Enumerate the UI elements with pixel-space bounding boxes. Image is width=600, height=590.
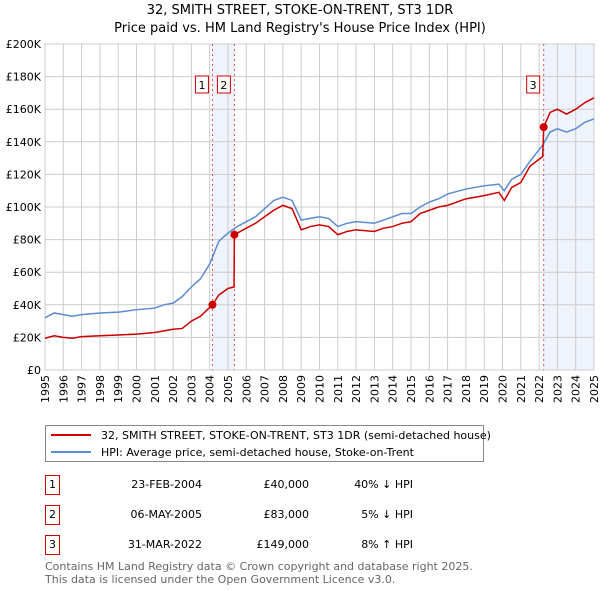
- x-tick-label: 1999: [112, 375, 125, 403]
- y-tick-label: £60K: [13, 266, 42, 279]
- y-tick-label: £180K: [6, 71, 42, 84]
- x-tick-label: 2016: [423, 375, 436, 403]
- x-tick-label: 2009: [295, 375, 308, 403]
- x-tick-label: 2003: [185, 375, 198, 403]
- x-tick-label: 2008: [277, 375, 290, 403]
- sale-marker: 3: [45, 535, 60, 555]
- x-tick-label: 2025: [588, 375, 600, 403]
- x-tick-label: 2015: [405, 375, 418, 403]
- hpi-line: [44, 118, 595, 319]
- legend-blue-line: [51, 451, 91, 453]
- legend: 32, SMITH STREET, STOKE-ON-TRENT, ST3 1D…: [45, 425, 491, 462]
- chart-subtitle: Price paid vs. HM Land Registry's House …: [114, 21, 486, 36]
- sale-hpi-diff: 8% ↑ HPI: [361, 538, 413, 551]
- table-row: 2 06-MAY-2005 £83,000 5% ↓ HPI: [45, 505, 445, 525]
- x-tick-label: 1998: [94, 375, 107, 403]
- y-tick-label: £80K: [13, 234, 42, 247]
- x-tick-label: 2021: [515, 375, 528, 403]
- sale-point: [208, 300, 217, 309]
- footer-line: This data is licensed under the Open Gov…: [45, 573, 396, 586]
- sale-date: 06-MAY-2005: [130, 508, 202, 521]
- sale-label-box: [216, 75, 231, 94]
- sale-hpi-diff: 40% ↓ HPI: [354, 478, 413, 491]
- x-tick-label: 2017: [442, 375, 455, 403]
- x-tick-label: 2005: [222, 375, 235, 403]
- y-tick-label: £100K: [6, 201, 42, 214]
- y-tick-label: £120K: [6, 168, 42, 181]
- x-tick-label: 1995: [39, 375, 52, 403]
- sale-marker: 2: [45, 505, 60, 525]
- price-chart: 1995 1996 1997 1998 1999 2000 2001 2002 2003 2004…: [6, 38, 600, 403]
- legend-label: 32, SMITH STREET, STOKE-ON-TRENT, ST3 1D…: [101, 428, 491, 442]
- sale-point: [539, 123, 548, 132]
- x-tick-label: 2012: [350, 375, 363, 403]
- sale-date: 23-FEB-2004: [131, 478, 202, 491]
- x-tick-label: 1996: [57, 375, 70, 403]
- x-tick-label: 2000: [131, 375, 144, 403]
- price-paid-line: [44, 97, 595, 339]
- legend-item-hpi: HPI: Average price, semi-detached house,…: [46, 444, 414, 460]
- x-tick-label: 2014: [387, 375, 400, 403]
- sale-marker: 1: [45, 475, 60, 495]
- sale-label: 2: [220, 79, 227, 92]
- table-row: 3 31-MAR-2022 £149,000 8% ↑ HPI: [45, 535, 445, 555]
- table-row: 1 23-FEB-2004 £40,000 40% ↓ HPI: [45, 475, 445, 495]
- sale-hpi-diff: 5% ↓ HPI: [361, 508, 413, 521]
- x-tick-label: 2007: [259, 375, 272, 403]
- x-tick-label: 1997: [76, 375, 89, 403]
- x-tick-label: 2002: [167, 375, 180, 403]
- y-tick-label: £0: [27, 364, 41, 377]
- x-tick-label: 2022: [533, 375, 546, 403]
- y-tick-label: £160K: [6, 103, 42, 116]
- sale-label-box: [526, 75, 541, 94]
- sale-point: [230, 230, 239, 239]
- footer-line: Contains HM Land Registry data © Crown c…: [45, 560, 473, 573]
- legend-item-property: 32, SMITH STREET, STOKE-ON-TRENT, ST3 1D…: [46, 427, 491, 443]
- x-tick-label: 2018: [460, 375, 473, 403]
- legend-red-line: [51, 434, 91, 436]
- x-tick-label: 2004: [204, 375, 217, 403]
- x-tick-label: 2024: [570, 375, 583, 403]
- legend-label: HPI: Average price, semi-detached house,…: [101, 445, 414, 459]
- y-tick-label: £140K: [6, 136, 42, 149]
- sale-label: 1: [198, 79, 205, 92]
- x-tick-label: 2010: [314, 375, 327, 403]
- chart-title: 32, SMITH STREET, STOKE-ON-TRENT, ST3 1D…: [146, 3, 454, 18]
- x-tick-label: 2001: [149, 375, 162, 403]
- sale-label-box: [194, 75, 209, 94]
- sale-price: £40,000: [263, 478, 310, 491]
- y-tick-label: £20K: [13, 331, 42, 344]
- plot-border: [44, 43, 595, 371]
- footer: Contains HM Land Registry data © Crown c…: [45, 560, 473, 586]
- y-tick-label: £200K: [6, 38, 42, 51]
- y-tick-label: £40K: [13, 299, 42, 312]
- x-tick-label: 2013: [368, 375, 381, 403]
- sale-label: 3: [530, 79, 537, 92]
- sale-price: £83,000: [263, 508, 310, 521]
- sale-date: 31-MAR-2022: [127, 538, 202, 551]
- x-tick-label: 2019: [478, 375, 491, 403]
- x-tick-label: 2020: [497, 375, 510, 403]
- x-tick-label: 2006: [240, 375, 253, 403]
- x-tick-label: 2023: [551, 375, 564, 403]
- x-tick-label: 2011: [332, 375, 345, 403]
- sale-price: £149,000: [256, 538, 310, 551]
